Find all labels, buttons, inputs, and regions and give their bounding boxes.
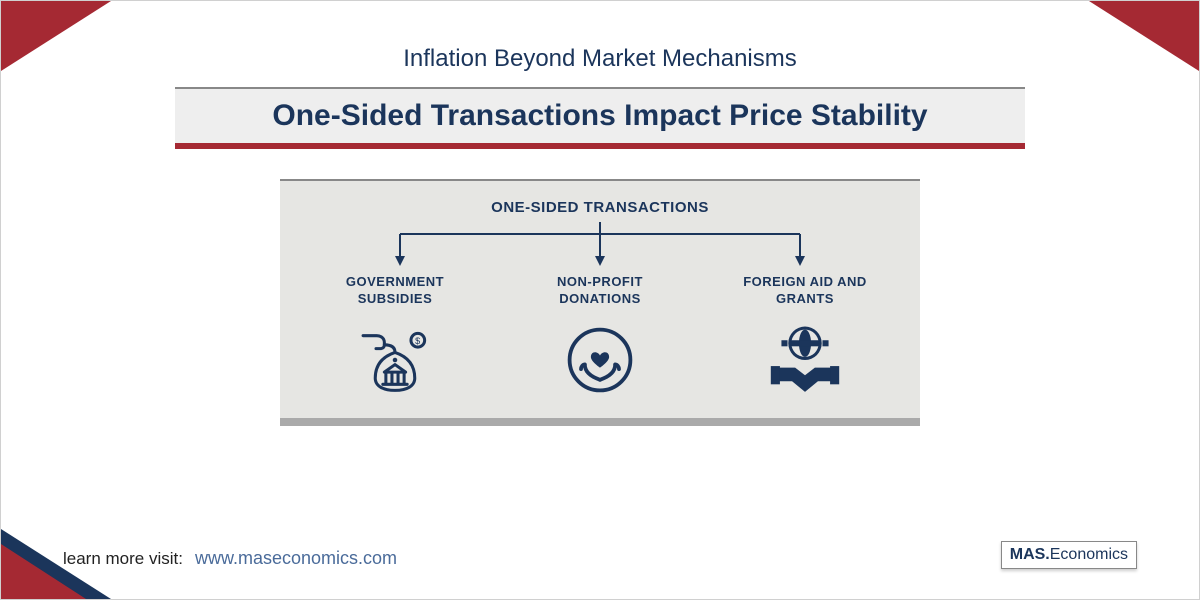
- corner-decoration-tr: [1089, 1, 1199, 71]
- page-subtitle: Inflation Beyond Market Mechanisms: [1, 45, 1199, 73]
- diagram-item-donations: NON-PROFIT DONATIONS: [515, 274, 685, 400]
- footer-link[interactable]: www.maseconomics.com: [195, 548, 397, 569]
- footer: learn more visit: www.maseconomics.com M…: [63, 541, 1137, 569]
- item-label-line: NON-PROFIT: [557, 274, 643, 289]
- footer-prompt: learn more visit:: [63, 549, 183, 569]
- branch-connector: [340, 222, 860, 268]
- corner-decoration-tl: [1, 1, 111, 71]
- item-label-line: DONATIONS: [559, 291, 641, 306]
- item-label-line: FOREIGN AID AND: [743, 274, 867, 289]
- logo-bold: MAS.: [1010, 546, 1050, 563]
- diagram-item-gov-subsidies: GOVERNMENT SUBSIDIES: [310, 274, 480, 400]
- diagram-panel: ONE-SIDED TRANSACTIONS GOVERNMENT SUBSID…: [280, 179, 920, 426]
- item-label-line: GOVERNMENT: [346, 274, 444, 289]
- page-title: One-Sided Transactions Impact Price Stab…: [175, 99, 1025, 133]
- gov-subsidy-icon: $: [357, 322, 433, 398]
- brand-logo: MAS.Economics: [1001, 541, 1137, 569]
- diagram-root-label: ONE-SIDED TRANSACTIONS: [310, 199, 890, 216]
- donation-icon: [562, 322, 638, 398]
- logo-rest: Economics: [1050, 546, 1128, 563]
- page-title-box: One-Sided Transactions Impact Price Stab…: [175, 87, 1025, 149]
- item-label-line: SUBSIDIES: [358, 291, 433, 306]
- svg-text:$: $: [415, 336, 420, 346]
- diagram-item-foreign-aid: FOREIGN AID AND GRANTS: [720, 274, 890, 400]
- foreign-aid-icon: [763, 322, 847, 398]
- item-label-line: GRANTS: [776, 291, 834, 306]
